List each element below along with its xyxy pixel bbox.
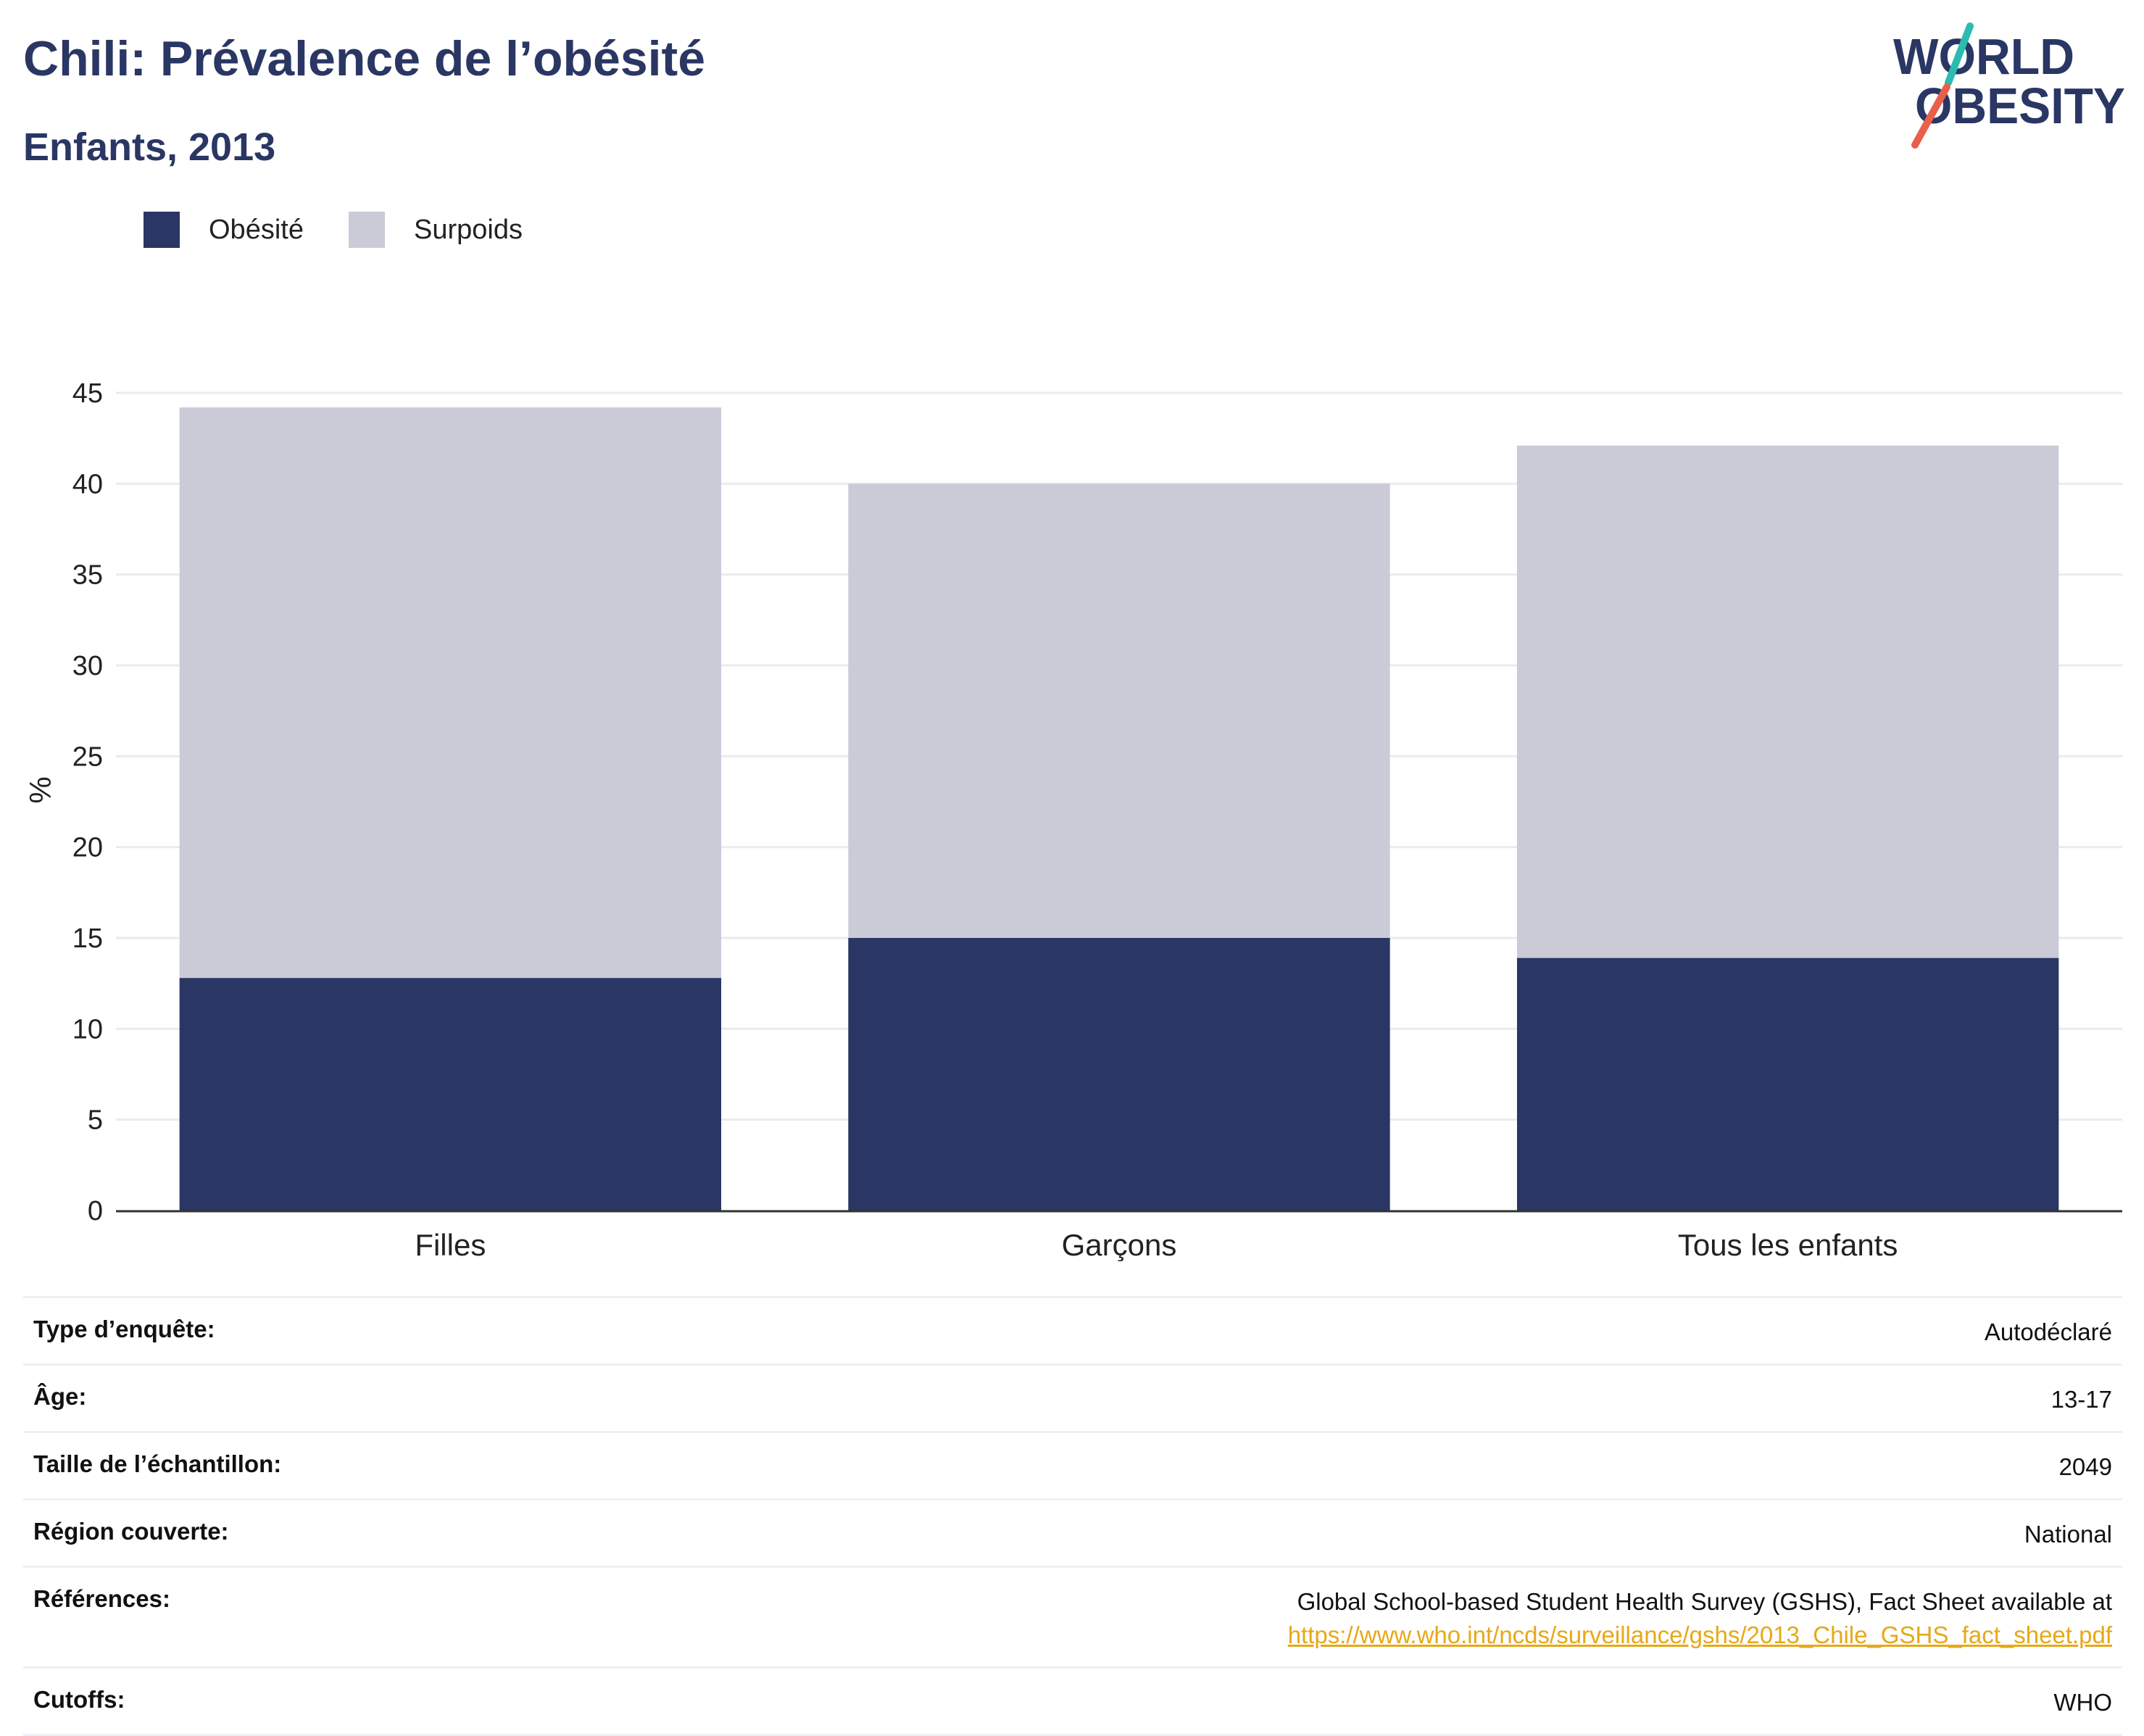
legend-item-obesite[interactable]: Obésité (144, 212, 304, 248)
legend-swatch-obesite (144, 212, 180, 248)
info-value: WHO (2053, 1689, 2112, 1716)
info-key: Taille de l’échantillon: (33, 1450, 282, 1477)
info-value: 2049 (2058, 1453, 2112, 1480)
info-value: 13-17 (2050, 1386, 2112, 1413)
legend-label-surpoids: Surpoids (413, 214, 523, 245)
y-tick-label: 45 (72, 378, 103, 409)
world-obesity-logo: WORLD OBESITY (1893, 22, 2125, 149)
y-axis-label: % (23, 776, 57, 803)
bar-obesite[interactable] (179, 978, 722, 1210)
y-tick-label: 20 (72, 833, 103, 863)
logo-text-world: WORLD (1893, 28, 2074, 85)
survey-info-table: Type d’enquête: Autodéclaré Âge: 13-17 T… (23, 1296, 2122, 1736)
bar-surpoids[interactable] (848, 483, 1390, 938)
bar-surpoids[interactable] (179, 407, 722, 979)
legend-item-surpoids[interactable]: Surpoids (348, 212, 523, 248)
bar-obesite[interactable] (1516, 958, 2059, 1210)
info-value-references: Global School-based Student Health Surve… (1288, 1585, 2112, 1652)
y-tick-label: 40 (72, 469, 103, 499)
logo-slash-top (1945, 22, 1974, 86)
legend-swatch-surpoids (348, 212, 385, 248)
y-tick-label: 10 (72, 1014, 103, 1044)
y-tick-label: 25 (72, 742, 103, 772)
info-value: National (2024, 1521, 2112, 1548)
bar-obesite[interactable] (848, 938, 1390, 1210)
references-link[interactable]: https://www.who.int/ncds/surveillance/gs… (1287, 1621, 2112, 1648)
info-key: Cutoffs: (33, 1686, 125, 1713)
info-row-cutoffs: Cutoffs: WHO (23, 1669, 2122, 1736)
y-tick-label: 35 (72, 560, 103, 591)
x-tick-label: Garçons (1062, 1228, 1177, 1261)
page-title: Chili: Prévalence de l’obésité (23, 31, 706, 86)
logo-slash-bottom (1911, 83, 1950, 149)
chart-legend: Obésité Surpoids (144, 212, 568, 248)
info-row-age: Âge: 13-17 (23, 1366, 2122, 1433)
legend-label-obesite: Obésité (209, 214, 304, 245)
references-text: Global School-based Student Health Surve… (1297, 1588, 2112, 1615)
y-tick-label: 0 (88, 1196, 103, 1226)
info-key: Âge: (33, 1383, 87, 1410)
stacked-bar-chart: 0 5 10 15 20 25 30 35 40 45 Filles Garçons Tous les … (23, 378, 2122, 1261)
info-value: Autodéclaré (1984, 1318, 2112, 1345)
info-key: Références: (33, 1585, 170, 1612)
bars (179, 407, 2059, 1210)
page-subtitle: Enfants, 2013 (23, 125, 276, 169)
info-row-survey-type: Type d’enquête: Autodéclaré (23, 1298, 2122, 1366)
x-tick-label: Tous les enfants (1678, 1228, 1898, 1261)
x-tick-label: Filles (415, 1228, 486, 1261)
info-row-references: Références: Global School-based Student … (23, 1568, 2122, 1669)
y-tick-label: 15 (72, 923, 103, 954)
bar-surpoids[interactable] (1516, 445, 2059, 958)
y-tick-label: 30 (72, 651, 103, 681)
axes: 0 5 10 15 20 25 30 35 40 45 Filles Garçons Tous les … (72, 378, 2122, 1261)
info-row-sample-size: Taille de l’échantillon: 2049 (23, 1433, 2122, 1500)
info-row-region: Région couverte: National (23, 1500, 2122, 1568)
info-key: Région couverte: (33, 1518, 229, 1545)
y-tick-label: 5 (88, 1105, 103, 1136)
info-key: Type d’enquête: (33, 1316, 215, 1342)
